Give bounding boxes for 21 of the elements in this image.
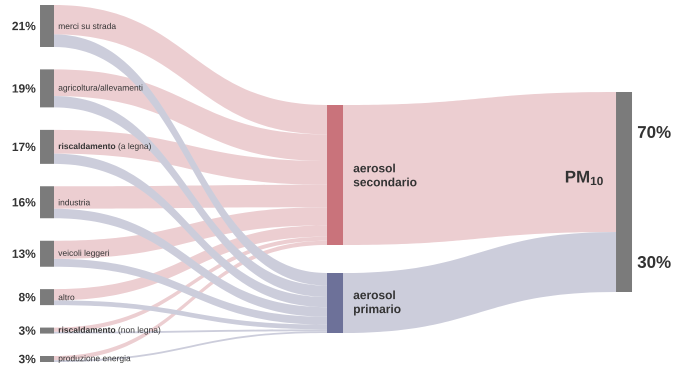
category-label: riscaldamento (non legna) [58, 326, 160, 335]
category-label: altro [58, 294, 74, 300]
category-label: agricoltura/allevamenti [58, 84, 142, 92]
category-label: industria [58, 199, 90, 206]
category-label: veicoli leggeri [58, 250, 109, 258]
data-label: 16% [12, 198, 36, 207]
data-label: 3% [18, 354, 36, 364]
category-label: aerosol secondario [354, 164, 417, 186]
category-label: produzione energia [58, 355, 131, 363]
data-label: 19% [12, 84, 36, 93]
data-label: 17% [12, 142, 36, 152]
data-label: 30% [638, 256, 671, 268]
category-label: riscaldamento (a legna) [58, 142, 151, 151]
category-label: merci su strada [58, 22, 116, 30]
text: PM$_{10}$ [566, 170, 603, 186]
data-label: 21% [12, 22, 36, 30]
category-label: aerosol primario [354, 290, 401, 316]
data-label: 13% [12, 249, 36, 258]
data-label: 8% [18, 292, 36, 302]
data-label: 70% [638, 126, 671, 138]
data-label: 3% [18, 326, 36, 335]
